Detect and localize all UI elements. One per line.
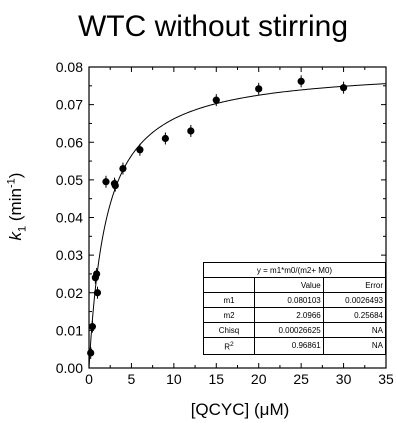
data-point: [93, 289, 102, 297]
fit-param-error: NA: [322, 322, 387, 338]
data-point: [297, 77, 305, 85]
data-point: [119, 164, 127, 173]
x-tick-label: 30: [336, 371, 352, 387]
fit-table-row: m2 2.0966 0.25684: [203, 307, 387, 323]
fit-table-header-row: Value Error: [203, 277, 387, 293]
fit-table-row: Chisq 0.00026625 NA: [203, 322, 387, 338]
x-tick-label: 0: [85, 371, 93, 387]
y-tick-label: 0.04: [56, 210, 83, 226]
fit-param-name: Chisq: [203, 322, 255, 338]
data-points: [87, 75, 348, 359]
fit-param-name: m1: [203, 292, 255, 308]
y-axis-label: k1 (min-1): [5, 172, 29, 241]
data-point: [161, 134, 169, 143]
fit-table-header-value: Value: [254, 277, 324, 293]
y-tick-label: 0.05: [56, 172, 83, 188]
fit-param-value: 2.0966: [254, 307, 324, 323]
fit-param-value: 0.00026625: [254, 322, 324, 338]
data-point: [93, 270, 101, 278]
fit-param-error: 0.0026493: [322, 292, 387, 308]
x-tick-label: 5: [128, 371, 136, 387]
y-tick-label: 0.01: [56, 322, 83, 338]
fit-table-row: m1 0.080103 0.0026493: [203, 292, 387, 308]
fit-table-header-error: Error: [322, 277, 387, 293]
fit-equation: y = m1*m0/(m2+ M0): [203, 262, 386, 278]
fit-param-value: 0.96861: [254, 337, 324, 355]
fit-table-equation-row: y = m1*m0/(m2+ M0): [203, 262, 386, 278]
x-axis-label: [QCYC] (μM): [190, 400, 290, 419]
fit-param-name: m2: [203, 307, 255, 323]
fit-table-row: R2 0.96861 NA: [203, 337, 387, 355]
x-tick-label: 35: [378, 371, 394, 387]
data-point: [212, 96, 220, 104]
data-point: [88, 323, 96, 331]
y-tick-label: 0.08: [56, 59, 83, 75]
y-tick-label: 0.06: [56, 134, 83, 150]
data-point: [87, 349, 95, 357]
data-point: [187, 127, 195, 135]
chart-title: WTC without stirring: [77, 10, 349, 43]
x-tick-label: 20: [251, 371, 267, 387]
tick-labels: 0 5 10 15 20 25 30 35 0.00 0.01 0.02 0.03 0.04 0.05 0.…: [56, 59, 394, 387]
y-tick-label: 0.03: [56, 247, 83, 263]
x-tick-label: 25: [293, 371, 309, 387]
fit-table-header-blank: [203, 277, 255, 293]
fit-curve: [88, 83, 387, 369]
data-point: [255, 85, 263, 93]
fit-param-error: NA: [322, 337, 387, 355]
fit-param-error: 0.25684: [322, 307, 387, 323]
data-point: [111, 181, 119, 190]
x-tick-label: 15: [208, 371, 224, 387]
y-tick-label: 0.02: [56, 285, 83, 301]
fit-line: [88, 83, 387, 369]
data-point: [339, 84, 348, 92]
y-tick-label: 0.07: [56, 97, 83, 113]
data-point: [136, 146, 144, 154]
fit-param-name: R2: [203, 337, 255, 355]
x-tick-label: 10: [166, 371, 182, 387]
data-point: [102, 178, 110, 186]
y-tick-label: 0.00: [56, 360, 83, 376]
fit-param-value: 0.080103: [254, 292, 324, 308]
fit-results-table: y = m1*m0/(m2+ M0) Value Error m1 0.0801…: [203, 262, 387, 355]
